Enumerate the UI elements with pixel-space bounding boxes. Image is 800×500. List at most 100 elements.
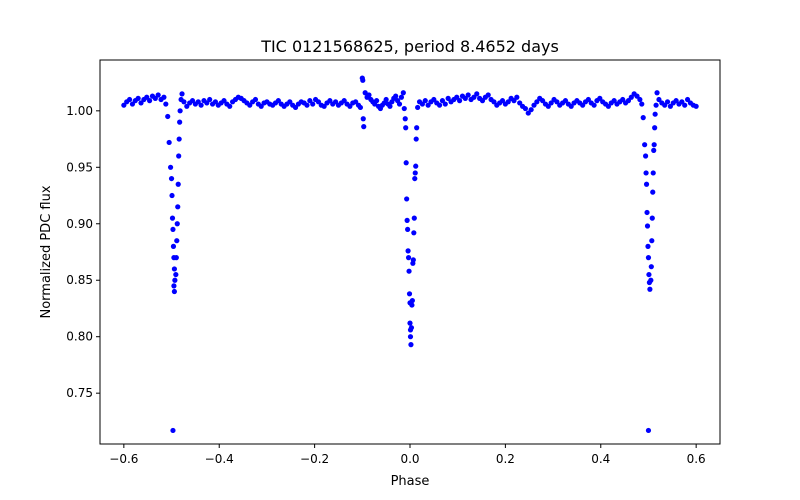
data-point: [649, 215, 655, 221]
x-axis-label: Phase: [391, 474, 430, 489]
data-point: [628, 94, 634, 100]
x-tick-label: 0.0: [400, 452, 419, 466]
data-point: [333, 99, 339, 105]
data-point: [445, 95, 451, 101]
data-point: [491, 99, 497, 105]
data-point: [585, 96, 591, 103]
y-axis-label: Normalized PDC flux: [39, 185, 54, 318]
data-point: [171, 266, 177, 272]
y-tick-label: 0.80: [66, 330, 93, 344]
data-point: [152, 95, 158, 101]
data-point: [645, 255, 652, 261]
data-point: [258, 103, 264, 109]
data-point: [129, 101, 136, 107]
data-point: [422, 98, 428, 104]
data-point: [634, 93, 640, 99]
data-point: [465, 92, 471, 98]
data-point: [457, 98, 463, 104]
data-point: [652, 125, 658, 131]
data-point: [656, 96, 662, 103]
data-point: [644, 209, 650, 216]
data-point: [406, 268, 412, 274]
data-point: [643, 153, 649, 159]
data-point: [166, 139, 172, 146]
data-point: [405, 255, 412, 261]
data-point: [405, 226, 411, 233]
data-point: [682, 102, 688, 108]
x-tick-label: −0.6: [109, 452, 138, 466]
data-point: [651, 147, 657, 153]
data-point: [170, 427, 176, 434]
data-point: [522, 105, 529, 112]
data-point: [361, 124, 367, 130]
data-point: [643, 170, 649, 176]
data-point: [177, 119, 183, 125]
data-point: [173, 271, 179, 278]
data-point: [292, 104, 299, 111]
data-point: [174, 221, 180, 227]
data-point: [383, 96, 389, 103]
data-point: [548, 100, 554, 106]
data-point: [172, 277, 178, 283]
data-point: [517, 100, 523, 106]
data-point: [407, 334, 414, 340]
data-point: [568, 103, 574, 109]
data-point: [439, 98, 446, 104]
data-point: [169, 192, 175, 199]
data-point: [403, 125, 409, 131]
data-point: [404, 196, 410, 202]
data-point: [402, 116, 408, 122]
data-point: [462, 95, 468, 101]
data-point: [360, 77, 366, 83]
data-point: [667, 103, 674, 109]
x-axis: −0.6 −0.4 −0.2 0.0 0.2 0.4 0.6: [109, 444, 706, 466]
data-point: [403, 160, 409, 166]
data-point: [310, 101, 316, 107]
data-point: [525, 110, 531, 116]
data-point: [147, 98, 153, 104]
data-point: [442, 101, 448, 107]
data-point: [414, 125, 420, 131]
data-point: [400, 90, 406, 96]
data-point: [640, 115, 646, 121]
data-point: [179, 91, 185, 97]
data-point: [396, 101, 403, 107]
data-point: [645, 243, 651, 249]
data-point: [499, 98, 506, 104]
data-point: [620, 96, 626, 103]
data-point: [431, 96, 437, 103]
data-point: [409, 302, 415, 308]
data-point: [165, 113, 171, 120]
data-point: [161, 94, 167, 100]
data-point: [176, 153, 182, 159]
data-point: [528, 107, 534, 113]
data-point: [650, 189, 656, 195]
data-point: [315, 99, 322, 105]
data-point: [195, 99, 201, 105]
data-point: [471, 94, 477, 100]
data-point: [307, 98, 313, 104]
data-point: [347, 103, 353, 109]
data-point: [404, 217, 410, 223]
data-point: [648, 277, 654, 283]
data-point: [409, 297, 415, 304]
data-point: [138, 100, 144, 106]
data-point: [642, 142, 648, 148]
data-point: [597, 95, 603, 101]
data-point: [650, 170, 656, 176]
x-tick-label: 0.6: [687, 452, 706, 466]
data-point: [198, 102, 204, 108]
y-axis: 0.75 0.80 0.85 0.90 0.95 1.00: [66, 104, 100, 400]
data-point: [605, 103, 612, 109]
data-point: [408, 342, 414, 348]
data-point: [207, 96, 213, 103]
data-point: [405, 248, 411, 254]
data-point: [170, 243, 177, 249]
data-point: [393, 93, 399, 99]
data-point: [144, 94, 150, 100]
data-point: [664, 99, 671, 105]
data-point: [645, 427, 652, 434]
data-point: [360, 116, 366, 122]
data-point: [545, 103, 551, 109]
